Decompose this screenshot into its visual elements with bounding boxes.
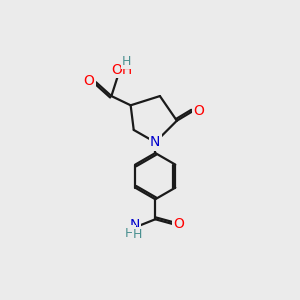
Text: N: N bbox=[150, 135, 160, 149]
Text: OH: OH bbox=[111, 63, 132, 77]
Text: H: H bbox=[122, 55, 131, 68]
Text: H: H bbox=[133, 228, 142, 241]
Text: O: O bbox=[174, 217, 184, 231]
Text: O: O bbox=[84, 74, 94, 88]
Text: N: N bbox=[129, 218, 140, 232]
Text: H: H bbox=[125, 226, 135, 240]
Text: O: O bbox=[193, 104, 204, 118]
